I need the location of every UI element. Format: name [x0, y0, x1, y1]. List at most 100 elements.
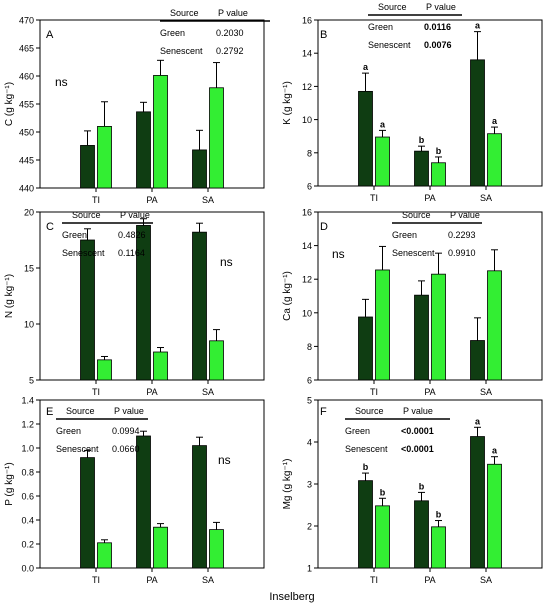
panel-c-ytick-label-1: 10 — [24, 320, 34, 330]
panel-c-bar-s1-0 — [97, 359, 112, 381]
panel-a-stats-row-1-source: Senescent — [160, 46, 203, 56]
panel-b-ytick-label-2: 10 — [302, 115, 312, 125]
panel-a-ytick-label-5: 465 — [19, 44, 34, 54]
panel-d-ytick-label-1: 8 — [307, 342, 312, 352]
panel-b-xtick-label-2: SA — [480, 193, 492, 203]
panel-d-ytick-label-0: 6 — [307, 376, 312, 386]
panel-d-ytick-label-4: 14 — [302, 241, 312, 251]
panel-e-ytick-label-6: 1.2 — [21, 420, 34, 430]
panel-b-ytick-label-1: 8 — [307, 148, 312, 158]
panel-a-ytick-label-1: 445 — [19, 156, 34, 166]
panel-a-ytick-label-4: 460 — [19, 72, 34, 82]
panel-e-ytick-label-3: 0.6 — [21, 492, 34, 502]
panel-a-bar-s0-2 — [192, 149, 207, 189]
panel-f-stats-row-0-p: <0.0001 — [401, 426, 434, 436]
panel-b-ylabel: K (g kg⁻¹) — [282, 81, 293, 125]
panel-d-xtick-label-1: PA — [424, 387, 435, 397]
panel-b-letter-s0-2: a — [475, 21, 481, 31]
panel-a-stats-header-source: Source — [170, 8, 199, 18]
panel-e-ytick-label-4: 0.8 — [21, 468, 34, 478]
panel-d-stats-row-1-p: 0.9910 — [448, 248, 476, 258]
panel-b-bar-s0-2 — [470, 59, 485, 187]
panel-e-bar-s1-1 — [153, 526, 168, 569]
panel-b-bar-s1-1 — [431, 162, 446, 187]
panel-a-ylabel: C (g kg⁻¹) — [4, 82, 15, 126]
panel-f-stats-row-0-source: Green — [345, 426, 370, 436]
panel-e-ytick-label-0: 0.0 — [21, 564, 34, 574]
panel-c-xtick-label-1: PA — [146, 387, 157, 397]
panel-c-bar-s1-1 — [153, 351, 168, 381]
panel-e-ytick-label-7: 1.4 — [21, 396, 34, 406]
panel-c-stats-row-1-source: Senescent — [62, 248, 105, 258]
panel-b-bar-s1-2 — [487, 133, 502, 187]
panel-f-ytick-label-3: 4 — [307, 438, 312, 448]
panel-b-ytick-label-4: 14 — [302, 49, 312, 59]
panel-c-stats-header-source: Source — [72, 210, 101, 220]
panel-b-stats-row-0-source: Green — [368, 22, 393, 32]
panel-f-bar-s1-1 — [431, 526, 446, 569]
panel-c-xtick-label-0: TI — [92, 387, 100, 397]
panel-f-ytick-label-1: 2 — [307, 522, 312, 532]
panel-d-stats-row-1-source: Senescent — [392, 248, 435, 258]
panel-c-stats-header-pvalue: P value — [120, 210, 150, 220]
panel-d-frame — [317, 211, 543, 381]
panel-e-stats-row-0-source: Green — [56, 426, 81, 436]
panel-c-ytick-label-3: 20 — [24, 208, 34, 218]
panel-f-letter-s1-2: a — [492, 446, 498, 456]
panel-f-label: F — [320, 406, 327, 418]
panel-b-bar-s0-0 — [358, 90, 373, 187]
panel-d-xtick-label-0: TI — [370, 387, 378, 397]
panel-a-bar-s0-0 — [80, 145, 95, 189]
panel-c-stats-row-0-p: 0.4826 — [118, 230, 146, 240]
panel-c-ylabel: N (g kg⁻¹) — [4, 274, 15, 318]
panel-a-stats-row-0-p: 0.2030 — [216, 28, 244, 38]
panel-e-ns: ns — [218, 453, 231, 467]
panel-b-bar-s1-0 — [375, 136, 390, 187]
panel-f-letter-s0-1: b — [419, 481, 425, 491]
panel-f-stats-header-pvalue: P value — [403, 406, 433, 416]
panel-f-xtick-label-1: PA — [424, 575, 435, 585]
panel-c-stats-row-0-source: Green — [62, 230, 87, 240]
panel-e-stats-row-1-p: 0.0660 — [112, 444, 140, 454]
panel-a-xtick-label-2: SA — [202, 195, 214, 205]
panel-f-xtick-label-2: SA — [480, 575, 492, 585]
panel-f-bar-s0-1 — [414, 500, 429, 569]
panel-d-label: D — [320, 221, 328, 233]
panel-d-ns: ns — [332, 247, 345, 261]
panel-e-label: E — [46, 406, 53, 418]
panel-f-stats-header-source: Source — [355, 406, 384, 416]
panel-c-ytick-label-0: 5 — [29, 376, 34, 386]
panel-c-ytick-label-2: 15 — [24, 264, 34, 274]
panel-f-bar-s1-2 — [487, 463, 502, 569]
panel-b-letter-s1-0: a — [380, 119, 386, 129]
panel-b-stats-row-1-p: 0.0076 — [424, 40, 452, 50]
panel-b-stats-header-source: Source — [378, 2, 407, 12]
panel-d-ytick-label-3: 12 — [302, 275, 312, 285]
panel-d-ylabel: Ca (g kg⁻¹) — [282, 271, 293, 321]
panel-e-bar-s0-0 — [80, 457, 95, 569]
panel-a-xtick-label-0: TI — [92, 195, 100, 205]
panel-e-bar-s0-2 — [192, 445, 207, 569]
panel-f-bar-s1-0 — [375, 505, 390, 569]
panel-f-letter-s1-1: b — [436, 510, 442, 520]
panel-e-ylabel: P (g kg⁻¹) — [4, 462, 15, 505]
panel-e-bar-s1-2 — [209, 529, 224, 569]
panel-f-ytick-label-4: 5 — [307, 396, 312, 406]
panel-a-bar-s1-2 — [209, 87, 224, 189]
panel-e-stats-row-1-source: Senescent — [56, 444, 99, 454]
panel-c-stats-row-1-p: 0.1164 — [118, 248, 145, 258]
panel-d-stats-row-0-p: 0.2293 — [448, 230, 476, 240]
figure-xlabel: Inselberg — [269, 591, 314, 603]
panel-b-label: B — [320, 29, 327, 41]
panel-c-label: C — [46, 221, 54, 233]
panel-a-label: A — [46, 29, 54, 41]
panel-f-letter-s1-0: b — [380, 487, 386, 497]
panel-f-letter-s0-2: a — [475, 416, 481, 426]
panel-d-bar-s0-2 — [470, 340, 485, 381]
panel-f-xtick-label-0: TI — [370, 575, 378, 585]
panel-b-xtick-label-1: PA — [424, 193, 435, 203]
panel-e-stats-header-source: Source — [66, 406, 95, 416]
panel-d-stats-header-pvalue: P value — [450, 210, 480, 220]
